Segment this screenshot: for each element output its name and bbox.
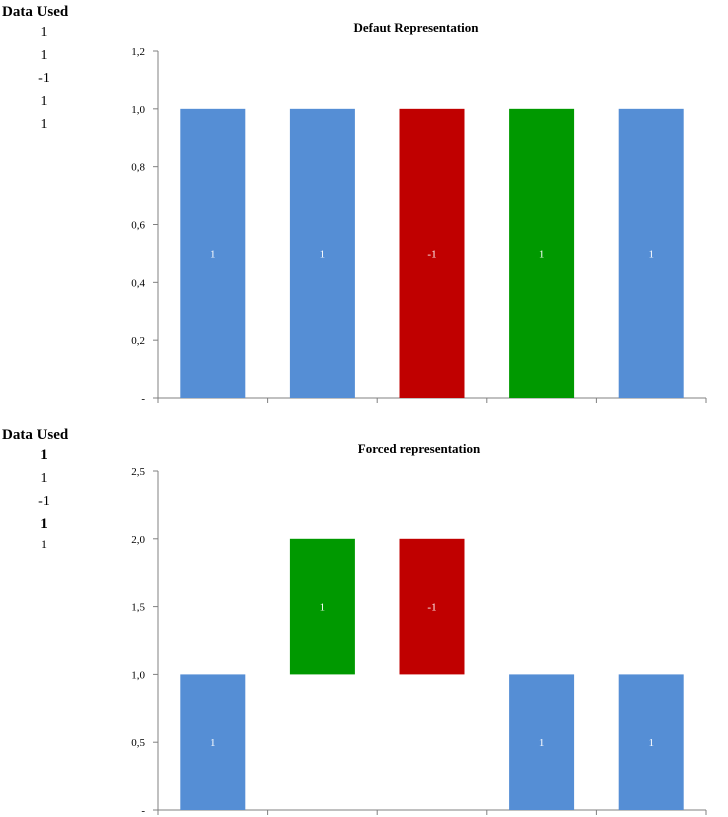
y-tick-label: 0,6 xyxy=(131,220,145,232)
y-tick-label: 2,0 xyxy=(131,534,145,546)
bar xyxy=(180,108,246,398)
bar xyxy=(509,108,575,398)
y-tick-label: 0,4 xyxy=(131,277,145,289)
y-tick-label: 1,0 xyxy=(131,104,145,116)
bar-data-label: -1 xyxy=(427,248,436,260)
chart-title: Defaut Representation xyxy=(353,20,479,35)
y-tick-label: 0,5 xyxy=(131,737,145,749)
data-used-value: 1 xyxy=(40,471,48,486)
bar xyxy=(289,108,355,398)
default-representation-chart: Defaut Representation - 0,2 0,4 0,6 0,8 1,0 1,… xyxy=(131,20,707,405)
data-used-value: 1 xyxy=(40,516,48,532)
data-used-bottom: Data Used 1 1 -1 1 1 xyxy=(2,426,86,552)
bar xyxy=(618,674,684,810)
bar-data-label: 1 xyxy=(539,737,545,749)
data-used-title: Data Used xyxy=(2,427,69,443)
bar-data-label: -1 xyxy=(427,602,436,614)
y-tick-label: 0,8 xyxy=(131,162,145,174)
y-tick-label: 1,5 xyxy=(131,602,145,614)
bar-data-label: 1 xyxy=(210,737,216,749)
data-used-value: 1 xyxy=(40,447,48,463)
bar-data-label: 1 xyxy=(210,248,216,260)
y-tick-label: 1,2 xyxy=(131,46,145,58)
y-tick-label: 0,2 xyxy=(131,335,145,347)
bar-data-label: 1 xyxy=(320,602,326,614)
y-tick-label: - xyxy=(141,805,145,817)
bar-data-label: 1 xyxy=(539,248,545,260)
bar-data-label: 1 xyxy=(320,248,326,260)
bar-data-label: 1 xyxy=(648,248,654,260)
bar xyxy=(399,108,465,398)
y-tick-label: - xyxy=(141,393,145,405)
data-used-value: 1 xyxy=(40,94,48,109)
bar xyxy=(509,674,575,810)
y-tick-label: 2,5 xyxy=(131,466,145,478)
bar xyxy=(618,108,684,398)
data-used-value: 1 xyxy=(40,48,48,63)
data-used-value: 1 xyxy=(40,117,48,132)
data-used-top: Data Used 1 1 -1 1 1 xyxy=(2,3,86,136)
data-used-title: Data Used xyxy=(2,4,69,20)
bar-data-label: 1 xyxy=(648,737,654,749)
data-used-value: -1 xyxy=(38,494,50,509)
chart-title: Forced representation xyxy=(358,441,481,456)
forced-representation-chart: Forced representation - 0,5 1,0 1,5 2,0 2,5 1 1… xyxy=(131,441,707,817)
data-used-value: 1 xyxy=(40,25,48,40)
data-used-value: 1 xyxy=(41,537,47,551)
bar xyxy=(289,538,355,675)
bar xyxy=(180,674,246,810)
bar xyxy=(399,538,465,675)
y-tick-label: 1,0 xyxy=(131,669,145,681)
data-used-value: -1 xyxy=(38,71,50,86)
